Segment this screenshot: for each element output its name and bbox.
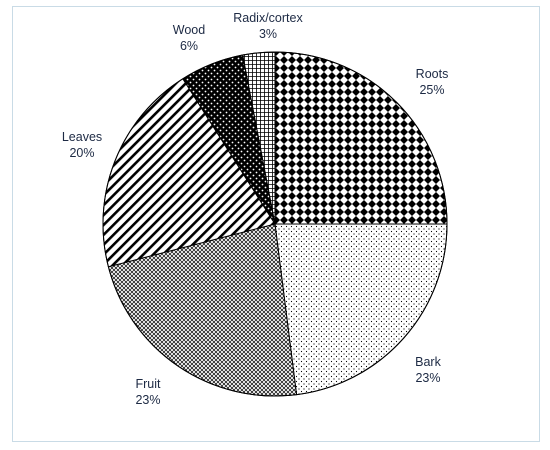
slice-value-label: 23% — [415, 371, 440, 385]
slice-label-fruit: Fruit 23% — [135, 377, 161, 407]
pie-outline — [102, 51, 448, 397]
slice-category-label: Wood — [173, 23, 205, 37]
slice-category-label: Bark — [415, 355, 441, 369]
pie-slices — [102, 51, 448, 397]
slice-value-label: 25% — [419, 83, 444, 97]
slice-category-label: Fruit — [136, 377, 162, 391]
slice-label-wood: Wood 6% — [173, 23, 205, 53]
slice-label-bark: Bark 23% — [415, 355, 441, 385]
slice-value-label: 23% — [135, 393, 160, 407]
slice-label-radix-cortex: Radix/cortex 3% — [233, 11, 303, 41]
pie-labels: Roots 25% Bark 23% Fruit 23% Leaves 20% Wood 6% Ra… — [62, 11, 448, 407]
slice-value-label: 3% — [259, 27, 277, 41]
slice-category-label: Roots — [416, 67, 449, 81]
slice-label-leaves: Leaves 20% — [62, 130, 102, 160]
slice-category-label: Leaves — [62, 130, 102, 144]
slice-label-roots: Roots 25% — [416, 67, 449, 97]
slice-category-label: Radix/cortex — [233, 11, 303, 25]
slice-value-label: 6% — [180, 39, 198, 53]
pie-slice-bark — [274, 223, 448, 396]
slice-value-label: 20% — [69, 146, 94, 160]
